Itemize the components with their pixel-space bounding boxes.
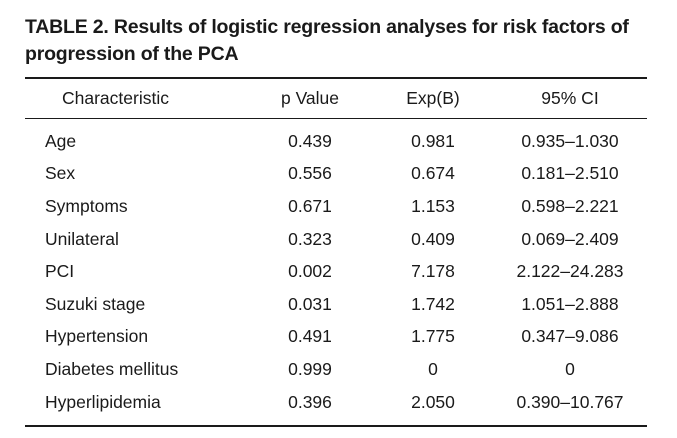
header-exp-b: Exp(B) (406, 88, 460, 108)
cell-p-value: 0.491 (288, 326, 332, 347)
header-row: Characteristic p Value Exp(B) 95% CI (25, 79, 647, 118)
table-row: Diabetes mellitus 0.999 0 0 (25, 353, 647, 386)
cell-exp-b: 0.674 (411, 163, 455, 184)
table-caption: TABLE 2. Results of logistic regression … (25, 16, 629, 65)
cell-95-ci: 1.051–2.888 (521, 293, 619, 314)
cell-exp-b: 0 (428, 358, 438, 379)
table-row: Sex 0.556 0.674 0.181–2.510 (25, 158, 647, 191)
cell-95-ci: 0.390–10.767 (516, 391, 624, 412)
table-row: Unilateral 0.323 0.409 0.069–2.409 (25, 223, 647, 256)
cell-95-ci: 0.935–1.030 (521, 130, 619, 151)
cell-characteristic: Symptoms (45, 195, 128, 216)
table-header-rule (25, 118, 647, 119)
table-bottom-rule (25, 425, 647, 427)
header-95-ci: 95% CI (541, 88, 599, 108)
table-header: Characteristic p Value Exp(B) 95% CI (25, 79, 647, 118)
cell-exp-b: 0.409 (411, 228, 455, 249)
table-body: Age 0.439 0.981 0.935–1.030 Sex 0.556 0.… (25, 118, 647, 418)
cell-p-value: 0.031 (288, 293, 332, 314)
cell-exp-b: 0.981 (411, 130, 455, 151)
cell-characteristic: Suzuki stage (45, 293, 146, 314)
cell-exp-b: 1.775 (411, 326, 455, 347)
cell-p-value: 0.323 (288, 228, 332, 249)
cell-characteristic: PCI (45, 261, 75, 282)
cell-95-ci: 2.122–24.283 (516, 261, 624, 282)
header-p-value: p Value (280, 88, 340, 108)
header-characteristic: Characteristic (62, 88, 169, 108)
table-row: Suzuki stage 0.031 1.742 1.051–2.888 (25, 288, 647, 321)
cell-95-ci: 0.069–2.409 (521, 228, 619, 249)
table-top-rule (25, 77, 647, 79)
cell-characteristic: Hyperlipidemia (45, 391, 161, 412)
cell-p-value: 0.396 (288, 391, 332, 412)
table-row: Hyperlipidemia 0.396 2.050 0.390–10.767 (25, 386, 647, 419)
cell-characteristic: Age (45, 130, 77, 151)
cell-p-value: 0.999 (288, 358, 332, 379)
cell-characteristic: Sex (45, 163, 76, 184)
cell-95-ci: 0.347–9.086 (521, 326, 619, 347)
cell-95-ci: 0.181–2.510 (521, 163, 619, 184)
cell-95-ci: 0 (565, 358, 575, 379)
cell-exp-b: 1.153 (411, 195, 455, 216)
table-row: Hypertension 0.491 1.775 0.347–9.086 (25, 321, 647, 354)
cell-characteristic: Hypertension (45, 326, 149, 347)
cell-characteristic: Diabetes mellitus (45, 358, 179, 379)
table-row: Symptoms 0.671 1.153 0.598–2.221 (25, 190, 647, 223)
table-row: PCI 0.002 7.178 2.122–24.283 (25, 255, 647, 288)
cell-p-value: 0.002 (288, 261, 332, 282)
results-table: Characteristic p Value Exp(B) 95% CI Age… (25, 79, 647, 418)
cell-characteristic: Unilateral (45, 228, 119, 249)
cell-95-ci: 0.598–2.221 (521, 195, 619, 216)
cell-exp-b: 2.050 (411, 391, 455, 412)
cell-p-value: 0.671 (288, 195, 332, 216)
table-row: Age 0.439 0.981 0.935–1.030 (25, 118, 647, 158)
cell-exp-b: 7.178 (411, 261, 455, 282)
cell-p-value: 0.439 (288, 130, 332, 151)
cell-exp-b: 1.742 (411, 293, 455, 314)
cell-p-value: 0.556 (288, 163, 332, 184)
